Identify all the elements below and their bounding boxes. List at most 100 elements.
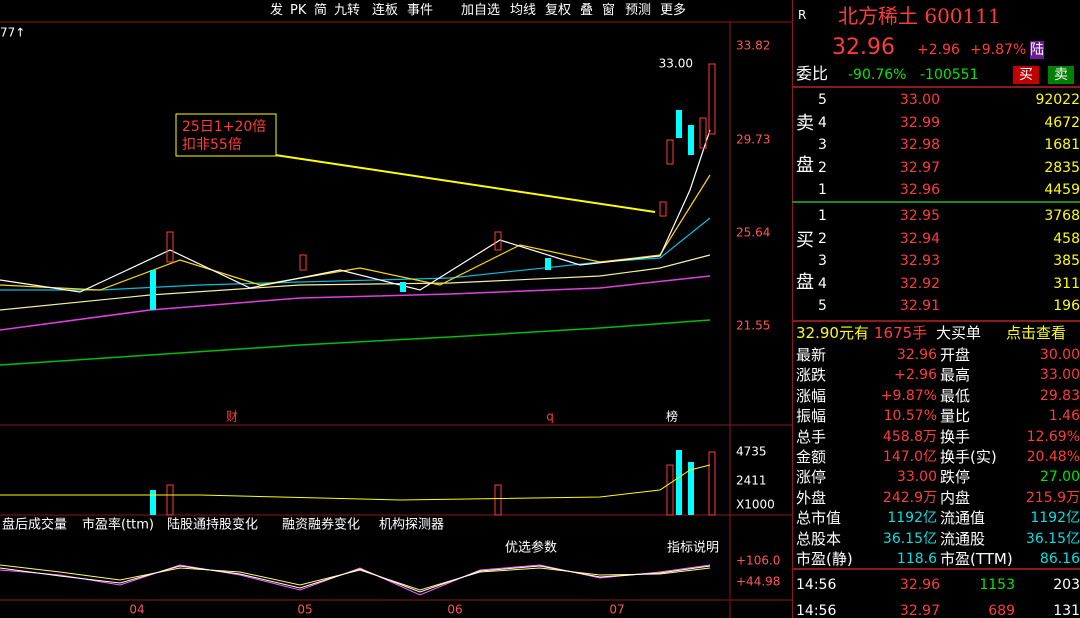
weibi-diff: -100551 bbox=[920, 67, 979, 83]
price: 32.91 bbox=[899, 298, 940, 314]
stat-label: 市盈(TTM) bbox=[940, 550, 1013, 568]
event-marker: 榜 bbox=[666, 409, 678, 424]
badge: 陆 bbox=[1030, 41, 1044, 59]
stat-value: +2.96 bbox=[894, 367, 937, 384]
stat-value: 118.6 bbox=[896, 551, 937, 567]
indicator-axis-label: +44.98 bbox=[736, 575, 780, 589]
toolbar-button[interactable]: 九转 bbox=[334, 3, 361, 18]
indicator-button: 指标说明 bbox=[667, 541, 719, 556]
indicator-button: 优选参数 bbox=[505, 540, 557, 556]
event-marker: 财 bbox=[226, 410, 238, 424]
month-label: 07 bbox=[609, 603, 624, 617]
price-axis-label: 25.64 bbox=[736, 226, 770, 240]
volume: 196 bbox=[1053, 298, 1080, 314]
candle bbox=[708, 63, 716, 135]
toolbar-button[interactable]: 简 bbox=[314, 3, 328, 18]
stat-value: 30.00 bbox=[1039, 347, 1080, 363]
level: 3 bbox=[818, 253, 827, 269]
price-axis-label: 29.73 bbox=[736, 133, 770, 147]
volume-axis-label: X1000 bbox=[736, 498, 775, 512]
price: 32.95 bbox=[899, 208, 940, 224]
divider bbox=[792, 201, 1080, 203]
stat-value: 86.16 bbox=[1039, 551, 1080, 567]
weibi-ratio: -90.76% bbox=[848, 67, 907, 83]
tick-time: 14:56 bbox=[796, 603, 837, 618]
toolbar-button[interactable]: 事件 bbox=[407, 3, 434, 18]
stat-value: 36.15亿 bbox=[1025, 530, 1080, 547]
candle bbox=[150, 270, 156, 310]
flag: R bbox=[798, 8, 807, 22]
stat-label: 内盘 bbox=[940, 488, 971, 507]
stat-label: 总股本 bbox=[796, 529, 842, 548]
vol-ma bbox=[0, 464, 711, 501]
price-axis-label: 21.55 bbox=[736, 319, 770, 333]
stock-price: 32.96 bbox=[832, 35, 895, 60]
stat-value: 1192亿 bbox=[1030, 510, 1080, 527]
candle bbox=[166, 231, 174, 263]
toolbar-button[interactable]: 预测 bbox=[625, 3, 652, 18]
indicator-axis-label: +106.0 bbox=[736, 554, 780, 568]
corner-label: 77↑ bbox=[0, 26, 25, 40]
weibi-label: 委比 bbox=[796, 64, 829, 83]
level: 5 bbox=[818, 298, 827, 314]
buy-button[interactable]: 买 bbox=[1013, 66, 1039, 84]
stat-label: 市盈(静) bbox=[796, 550, 853, 568]
vol-bar bbox=[166, 484, 174, 516]
big-order: 1675手 bbox=[874, 324, 928, 342]
ma-line bbox=[0, 275, 711, 331]
vol-bar bbox=[676, 450, 682, 515]
candle bbox=[699, 117, 707, 149]
divider bbox=[792, 320, 1080, 322]
toolbar-button[interactable]: 复权 bbox=[545, 3, 572, 18]
stat-label: 振幅 bbox=[796, 407, 827, 426]
stat-value: 29.83 bbox=[1039, 387, 1080, 404]
candle bbox=[676, 110, 682, 138]
candle bbox=[299, 254, 307, 271]
big-order[interactable]: 点击查看 bbox=[1006, 324, 1067, 342]
sell-button[interactable]: 卖 bbox=[1048, 66, 1074, 84]
toolbar-button[interactable]: 连板 bbox=[372, 3, 399, 18]
stat-value: 32.96 bbox=[896, 347, 937, 363]
price: 32.92 bbox=[899, 275, 940, 292]
stat-value: 215.9万 bbox=[1025, 489, 1080, 506]
candle bbox=[659, 201, 667, 217]
price: 32.98 bbox=[899, 137, 940, 153]
stat-label: 换手(实) bbox=[940, 448, 997, 466]
level: 2 bbox=[818, 159, 827, 176]
vol-bar bbox=[150, 490, 156, 515]
price: 32.94 bbox=[899, 230, 940, 247]
indicator-tab: 融资融券变化 bbox=[282, 517, 360, 533]
price: 33.00 bbox=[899, 92, 940, 108]
volume: 385 bbox=[1053, 253, 1080, 269]
price: 32.99 bbox=[899, 114, 940, 131]
annotation-text: 25日1+20倍 bbox=[182, 119, 266, 135]
volume-axis-label: 4735 bbox=[736, 445, 767, 459]
tick-count: 131 bbox=[1053, 603, 1080, 618]
toolbar-button[interactable]: 发 bbox=[270, 3, 284, 18]
stat-label: 总市值 bbox=[796, 509, 842, 528]
toolbar-button[interactable]: PK bbox=[290, 3, 307, 18]
indicator-tab: 市盈率(ttm) bbox=[82, 517, 154, 533]
level: 1 bbox=[818, 208, 827, 224]
volume: 3768 bbox=[1044, 208, 1080, 224]
level: 4 bbox=[818, 275, 827, 292]
toolbar-button[interactable]: 均线 bbox=[510, 3, 537, 18]
volume-axis-label: 2411 bbox=[736, 474, 767, 488]
stat-value: 33.00 bbox=[1039, 367, 1080, 384]
candle bbox=[545, 258, 551, 270]
side-label: 买 bbox=[796, 230, 814, 251]
toolbar-button[interactable]: 窗 bbox=[602, 3, 616, 18]
toolbar-button[interactable]: 更多 bbox=[660, 3, 687, 18]
level: 5 bbox=[818, 92, 827, 108]
toolbar-button[interactable]: 叠 bbox=[580, 3, 594, 18]
stat-label: 外盘 bbox=[796, 488, 827, 507]
stat-value: 458.8万 bbox=[882, 428, 937, 445]
stat-label: 开盘 bbox=[940, 346, 971, 364]
indicator-tab: 盘后成交量 bbox=[2, 517, 67, 533]
toolbar-button[interactable]: 加自选 bbox=[461, 3, 501, 18]
quote-panel bbox=[792, 0, 1080, 618]
level: 1 bbox=[818, 182, 827, 198]
indicator-tab: 陆股通持股变化 bbox=[167, 517, 258, 533]
tick-volume: 689 bbox=[988, 603, 1015, 618]
